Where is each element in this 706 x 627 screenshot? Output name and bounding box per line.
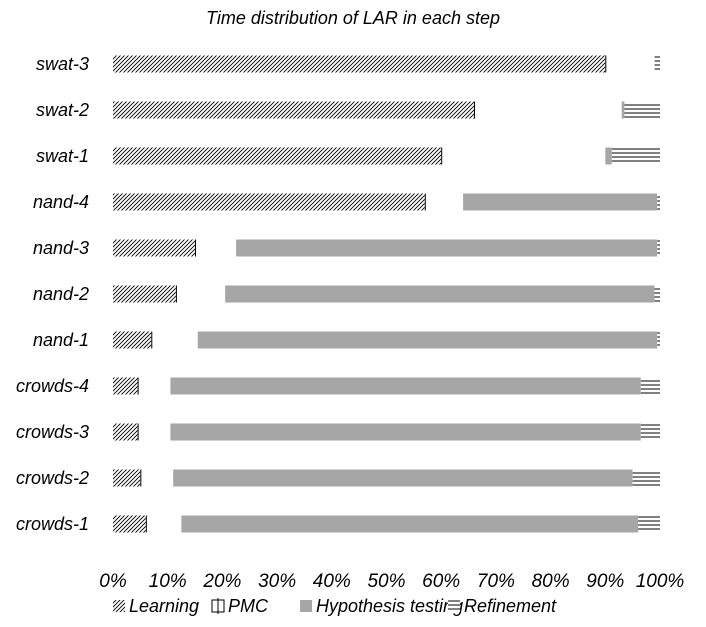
- bar-segment-learning: [113, 101, 475, 119]
- x-tick-label: 50%: [367, 571, 405, 592]
- bar-segment-learning: [113, 515, 146, 533]
- bar-segment-refinement: [611, 147, 660, 165]
- category-labels: swat-3 swat-2 swat-1 nand-4 nand-3 nand-2 nand…: [16, 54, 89, 534]
- bar-segment-learning: [113, 55, 606, 73]
- category-label: crowds-4: [16, 376, 89, 396]
- bar-segment-hypothesis-testing: [173, 469, 633, 487]
- legend-swatch: [448, 600, 460, 612]
- bar-segment-learning: [113, 423, 138, 441]
- bar-segment-refinement: [657, 331, 660, 349]
- legend-item-pmc: PMC: [211, 596, 269, 616]
- category-label: crowds-1: [16, 514, 89, 534]
- bar-segment-refinement: [632, 469, 660, 487]
- category-label: crowds-3: [16, 422, 89, 442]
- legend-label: Learning: [129, 596, 199, 616]
- bar-segment-learning: [113, 377, 138, 395]
- bar-segment-hypothesis-testing: [181, 515, 639, 533]
- x-tick-label: 100%: [636, 571, 685, 592]
- legend-item-hypothesis-testing: Hypothesis testing: [300, 596, 463, 616]
- legend-label: Hypothesis testing: [316, 596, 463, 616]
- x-tick-label: 40%: [313, 571, 351, 592]
- bar-segment-refinement: [654, 55, 660, 73]
- category-label: nand-4: [33, 192, 89, 212]
- category-label: swat-3: [36, 54, 89, 74]
- bar-segment-pmc: [137, 377, 171, 395]
- bar-segment-hypothesis-testing: [236, 239, 658, 257]
- x-tick-label: 70%: [477, 571, 515, 592]
- bar-segment-hypothesis-testing: [621, 101, 625, 119]
- bar-segment-pmc: [137, 423, 171, 441]
- bar-segment-refinement: [654, 285, 660, 303]
- bar-segment-learning: [113, 469, 141, 487]
- legend-swatch: [300, 600, 312, 612]
- x-tick-label: 90%: [586, 571, 624, 592]
- bar-segment-pmc: [605, 55, 655, 73]
- bar-segment-hypothesis-testing: [170, 377, 641, 395]
- legend-item-refinement: Refinement: [448, 596, 557, 616]
- bar-segment-pmc: [140, 469, 174, 487]
- bar-segment-learning: [113, 285, 176, 303]
- legend-label: PMC: [228, 596, 269, 616]
- bar-segment-refinement: [640, 377, 660, 395]
- bar-segment-refinement: [657, 193, 660, 211]
- bar-segment-pmc: [151, 331, 198, 349]
- legend-item-learning: Learning: [113, 596, 199, 616]
- legend: Learning PMC Hypothesis testing Refinement: [113, 596, 557, 616]
- x-tick-label: 80%: [532, 571, 570, 592]
- bars: [113, 55, 660, 533]
- bar-segment-hypothesis-testing: [170, 423, 641, 441]
- x-tick-label: 60%: [422, 571, 460, 592]
- category-label: swat-1: [36, 146, 89, 166]
- category-label: swat-2: [36, 100, 89, 120]
- bar-segment-hypothesis-testing: [225, 285, 655, 303]
- x-tick-label: 0%: [99, 571, 127, 592]
- bar-segment-hypothesis-testing: [197, 331, 658, 349]
- bar-segment-hypothesis-testing: [605, 147, 612, 165]
- bar-segment-learning: [113, 239, 196, 257]
- bar-segment-refinement: [624, 101, 660, 119]
- bar-segment-pmc: [175, 285, 226, 303]
- x-tick-label: 20%: [202, 571, 241, 592]
- bar-segment-pmc: [441, 147, 606, 165]
- legend-swatch: [113, 600, 125, 612]
- bar-segment-refinement: [657, 239, 660, 257]
- category-label: nand-2: [33, 284, 89, 304]
- x-tick-label: 10%: [149, 571, 187, 592]
- category-label: nand-3: [33, 238, 89, 258]
- bar-segment-learning: [113, 331, 152, 349]
- bar-segment-refinement: [640, 423, 660, 441]
- bar-segment-pmc: [424, 193, 464, 211]
- category-label: nand-1: [33, 330, 89, 350]
- bar-segment-hypothesis-testing: [463, 193, 658, 211]
- chart-title: Time distribution of LAR in each step: [206, 8, 500, 28]
- legend-label: Refinement: [464, 596, 557, 616]
- bar-segment-pmc: [145, 515, 182, 533]
- bar-segment-pmc: [195, 239, 237, 257]
- bar-segment-refinement: [638, 515, 660, 533]
- bar-segment-learning: [113, 147, 442, 165]
- x-tick-label: 30%: [258, 571, 296, 592]
- x-axis-ticks: 0% 10% 20% 30% 40% 50% 60% 70% 80% 90% 100%: [99, 571, 684, 592]
- category-label: crowds-2: [16, 468, 89, 488]
- bar-segment-learning: [113, 193, 425, 211]
- bar-segment-pmc: [474, 101, 622, 119]
